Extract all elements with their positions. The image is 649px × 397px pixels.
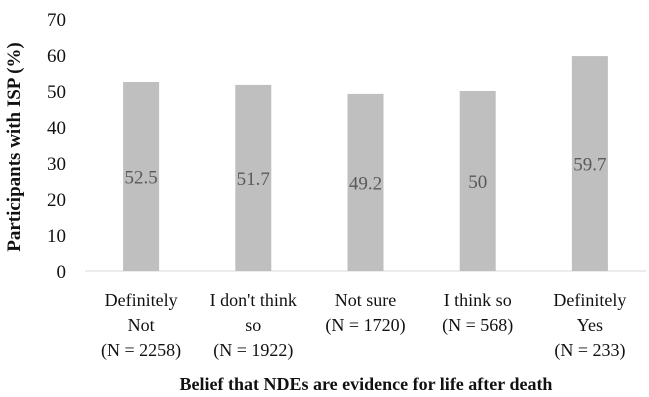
data-labels: 52.5 51.7 49.2 50 59.7 [124, 155, 606, 195]
bar [123, 82, 160, 271]
data-label: 59.7 [573, 155, 606, 176]
data-label: 49.2 [349, 173, 382, 194]
category-labels: Definitely Not (N = 2258) I don't think so (N… [101, 290, 626, 361]
bar [459, 91, 496, 271]
y-tick-label: 60 [47, 46, 66, 67]
data-label: 52.5 [124, 168, 157, 189]
category-label: I think so (N = 568) [442, 290, 513, 336]
y-tick-label: 0 [57, 262, 67, 283]
bar [347, 93, 384, 271]
bars [123, 56, 608, 271]
y-tick-label: 40 [47, 118, 66, 139]
y-tick-label: 30 [47, 154, 66, 175]
bar [571, 56, 608, 271]
y-axis-title: Participants with ISP (%) [4, 42, 25, 252]
category-label: Definitely Not (N = 2258) [101, 290, 181, 361]
y-tick-label: 70 [47, 10, 66, 31]
x-axis-title: Belief that NDEs are evidence for life a… [180, 374, 553, 394]
category-label: Not sure (N = 1720) [325, 290, 405, 336]
bar [235, 84, 272, 271]
y-tick-label: 20 [47, 190, 66, 211]
data-label: 50 [468, 172, 487, 193]
category-label: Definitely Yes (N = 233) [553, 290, 626, 361]
data-label: 51.7 [237, 169, 270, 190]
y-axis-ticks: 0 10 20 30 40 50 60 70 [47, 10, 66, 283]
y-tick-label: 10 [47, 226, 66, 247]
category-label: I don't think so (N = 1922) [210, 290, 297, 361]
y-tick-label: 50 [47, 82, 66, 103]
